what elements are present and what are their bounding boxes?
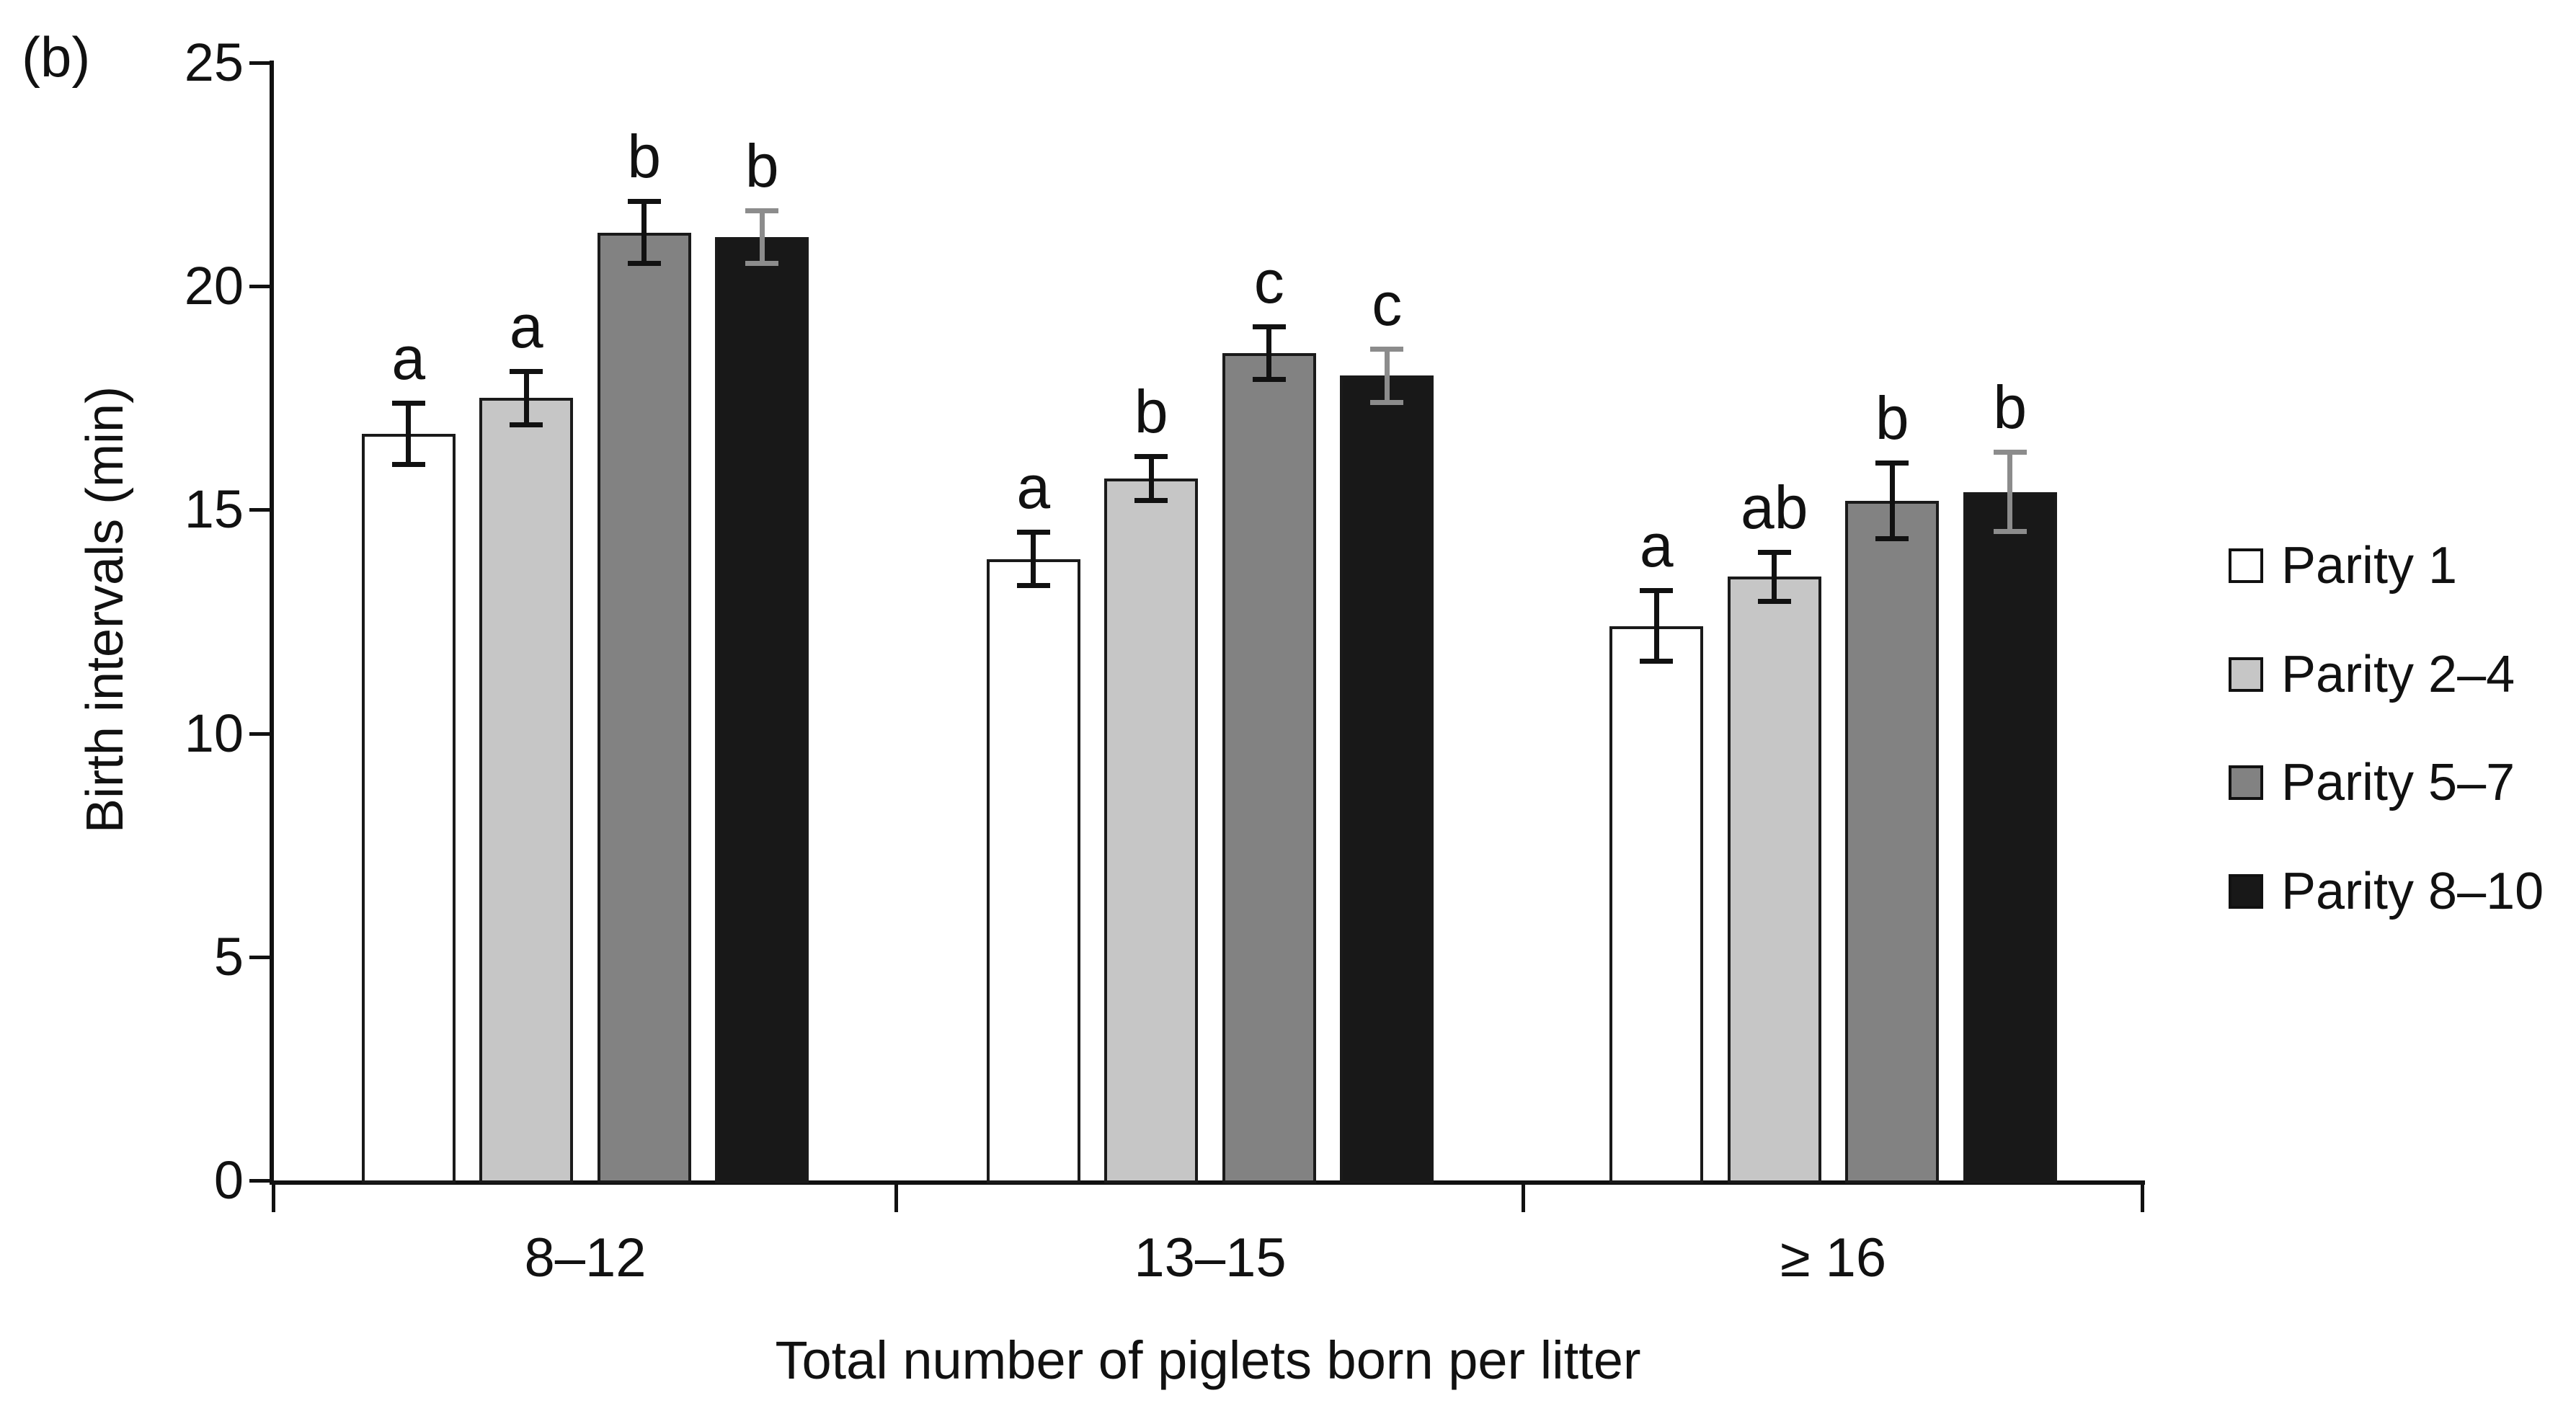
y-tick-label: 20 — [184, 256, 244, 316]
error-bar-line — [1148, 455, 1154, 501]
y-tick — [249, 955, 274, 959]
error-bar-cap-top — [1757, 550, 1791, 556]
error-bar-cap-top — [1016, 530, 1050, 535]
legend-label: Parity 8–10 — [2281, 862, 2544, 920]
bar-parity-5-7 — [1222, 353, 1316, 1183]
sig-letter: ab — [1741, 473, 1808, 542]
error-bar-cap-bottom — [510, 422, 543, 427]
x-tick — [272, 1180, 275, 1212]
sig-letter: a — [1639, 512, 1674, 580]
legend-label: Parity 2–4 — [2281, 645, 2515, 703]
bar-parity-8-10 — [1963, 491, 2057, 1183]
legend-label: Parity 5–7 — [2281, 754, 2515, 811]
y-tick — [249, 731, 274, 736]
y-axis-line — [270, 61, 274, 1185]
error-bar-cap-top — [1875, 460, 1909, 466]
bar-parity-5-7 — [1845, 500, 1940, 1183]
error-bar-cap-bottom — [1757, 598, 1791, 604]
sig-letter: b — [1875, 384, 1909, 453]
legend-swatch — [2229, 657, 2263, 692]
sig-letter: c — [1372, 270, 1403, 339]
error-bar-cap-top — [391, 400, 425, 406]
error-bar-cap-bottom — [1993, 529, 2027, 535]
bar-parity-8-10 — [1340, 375, 1434, 1183]
y-tick — [249, 61, 274, 65]
y-tick-label: 15 — [184, 479, 244, 540]
bar-parity-1 — [1609, 626, 1704, 1183]
x-tick — [1522, 1180, 1525, 1212]
legend-swatch — [2229, 765, 2263, 800]
bar-parity-8-10 — [715, 236, 809, 1183]
error-bar-line — [1772, 552, 1777, 602]
y-tick-label: 25 — [184, 32, 244, 92]
sig-letter: b — [745, 131, 779, 200]
sig-letter: b — [1993, 373, 2028, 441]
panel-label: (b) — [22, 25, 91, 89]
error-bar-line — [2007, 451, 2013, 533]
x-axis-title: Total number of piglets born per litter — [775, 1330, 1641, 1390]
y-tick — [249, 508, 274, 512]
sig-letter: a — [391, 324, 426, 392]
sig-letter: b — [1134, 377, 1168, 445]
error-bar-line — [759, 210, 765, 264]
sig-letter: a — [509, 293, 543, 361]
error-bar-cap-bottom — [1875, 535, 1909, 541]
y-tick-label: 10 — [184, 703, 244, 763]
error-bar-cap-bottom — [745, 261, 779, 267]
error-bar-cap-top — [1370, 347, 1404, 352]
error-bar-line — [641, 201, 647, 264]
error-bar-line — [1031, 532, 1036, 586]
error-bar-cap-bottom — [1252, 377, 1286, 383]
x-tick — [2141, 1180, 2144, 1212]
error-bar-cap-top — [1993, 449, 2027, 455]
x-tick — [894, 1180, 898, 1212]
y-tick — [249, 285, 274, 289]
error-bar-cap-bottom — [1016, 582, 1050, 588]
legend-label: Parity 1 — [2281, 537, 2458, 595]
error-bar-cap-top — [745, 208, 779, 213]
error-bar-cap-bottom — [1134, 497, 1168, 503]
error-bar-line — [1889, 463, 1895, 539]
y-tick-label: 5 — [213, 926, 244, 987]
y-tick-label: 0 — [213, 1150, 244, 1210]
legend-swatch — [2229, 548, 2263, 583]
error-bar-cap-bottom — [391, 462, 425, 468]
bar-parity-2-4 — [479, 398, 574, 1183]
sig-letter: c — [1253, 248, 1284, 316]
error-bar-cap-top — [1134, 453, 1168, 459]
error-bar-cap-bottom — [627, 261, 661, 267]
bar-parity-2-4 — [1104, 478, 1199, 1183]
bar-parity-2-4 — [1727, 577, 1821, 1183]
sig-letter: a — [1016, 453, 1051, 522]
error-bar-cap-bottom — [1640, 659, 1674, 664]
x-axis-line — [270, 1180, 2145, 1185]
error-bar-cap-top — [1252, 324, 1286, 330]
error-bar-line — [1384, 349, 1390, 403]
x-category-label: ≥ 16 — [1780, 1227, 1887, 1289]
y-tick — [249, 1179, 274, 1183]
error-bar-line — [523, 371, 529, 425]
sig-letter: b — [627, 123, 662, 191]
error-bar-cap-top — [627, 199, 661, 205]
bar-parity-1 — [986, 559, 1080, 1183]
error-bar-cap-top — [1640, 588, 1674, 594]
error-bar-cap-bottom — [1370, 399, 1404, 405]
bar-parity-1 — [361, 433, 456, 1183]
error-bar-line — [1266, 326, 1272, 381]
legend-swatch — [2229, 873, 2263, 909]
bar-parity-5-7 — [597, 232, 691, 1183]
x-category-label: 13–15 — [1134, 1227, 1287, 1289]
error-bar-line — [1653, 590, 1659, 662]
x-category-label: 8–12 — [524, 1227, 647, 1289]
error-bar-cap-top — [510, 369, 543, 375]
error-bar-line — [406, 402, 412, 466]
